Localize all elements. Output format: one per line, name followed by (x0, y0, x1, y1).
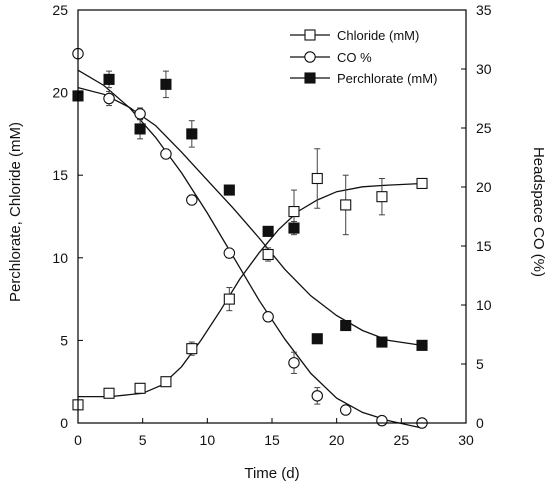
y-left-tick-label: 15 (52, 167, 68, 183)
data-point-chloride (288, 205, 300, 218)
data-point-co (223, 247, 236, 259)
y-right-tick-label: 30 (476, 61, 492, 77)
data-point-perchlorate (288, 222, 300, 234)
data-point-co (186, 194, 198, 206)
data-point-chloride (160, 376, 172, 388)
data-point-perchlorate (134, 123, 146, 135)
y-right-tick-label: 20 (476, 179, 492, 195)
x-tick-label: 25 (394, 432, 410, 448)
data-point-co (262, 311, 274, 323)
fit-lines (77, 69, 423, 429)
fit-line-filled-square (77, 86, 423, 347)
legend: Chloride (mM) CO % Perchlorate (mM) (290, 28, 437, 86)
data-point-co (311, 390, 324, 402)
data-point-co (160, 148, 172, 160)
data-point-perchlorate (223, 184, 235, 196)
legend-label-chloride: Chloride (mM) (337, 28, 419, 43)
data-point-chloride (223, 293, 235, 305)
axis-ticks (77, 9, 467, 424)
x-tick-label: 10 (200, 432, 216, 448)
data-point-co (376, 414, 388, 427)
data-point-perchlorate (160, 78, 172, 90)
y-right-tick-label: 35 (476, 2, 492, 18)
legend-item-co: CO % (290, 50, 372, 65)
x-tick-label: 0 (74, 432, 82, 448)
x-axis-title: Time (d) (244, 465, 299, 482)
data-point-perchlorate (262, 225, 274, 237)
y-right-tick-label: 15 (476, 238, 492, 254)
data-point-chloride (186, 343, 198, 355)
x-tick-label: 15 (264, 432, 280, 448)
x-tick-label: 30 (458, 432, 474, 448)
data-point-chloride (134, 382, 146, 394)
data-point-co (288, 357, 300, 369)
data-point-chloride (416, 177, 428, 190)
legend-label-perchlorate: Perchlorate (mM) (337, 71, 437, 86)
legend-marker-perchlorate (304, 72, 316, 84)
y-left-tick-label: 10 (52, 250, 68, 266)
x-tick-label: 5 (139, 432, 147, 448)
data-point-co (134, 108, 146, 120)
y-left-tick-label: 20 (52, 85, 68, 101)
data-point-perchlorate (340, 319, 352, 332)
data-point-chloride (376, 191, 388, 203)
legend-marker-chloride (304, 29, 316, 41)
x-tick-label: 20 (329, 432, 345, 448)
data-point-perchlorate (416, 339, 428, 351)
y-left-tick-label: 25 (52, 2, 68, 18)
error-bars (75, 49, 385, 424)
data-point-perchlorate (103, 73, 115, 85)
data-point-chloride (103, 387, 115, 399)
legend-marker-co (304, 51, 316, 63)
data-point-perchlorate (311, 333, 323, 345)
y-right-tick-label: 5 (476, 356, 484, 372)
data-point-perchlorate (186, 128, 198, 140)
data-point-co (339, 404, 352, 416)
fit-line-open-square (78, 182, 423, 398)
y-left-tick-label: 5 (60, 332, 68, 348)
legend-label-co: CO % (337, 50, 372, 65)
y-right-tick-label: 0 (476, 415, 484, 431)
legend-item-perchlorate: Perchlorate (mM) (290, 71, 437, 86)
y-left-axis-title: Perchlorate, Chloride (mM) (7, 122, 24, 302)
y-left-tick-label: 0 (60, 415, 68, 431)
data-point-chloride (311, 172, 323, 185)
data-point-co (103, 92, 115, 105)
y-right-tick-label: 10 (476, 297, 492, 313)
y-right-axis-title: Headspace CO (%) (530, 147, 547, 277)
fit-line-open-circle (77, 69, 421, 429)
data-point-chloride (340, 199, 352, 211)
data-point-perchlorate (376, 336, 388, 348)
y-right-tick-label: 25 (476, 120, 492, 136)
legend-item-chloride: Chloride (mM) (290, 28, 419, 43)
data-point-chloride (262, 248, 274, 261)
